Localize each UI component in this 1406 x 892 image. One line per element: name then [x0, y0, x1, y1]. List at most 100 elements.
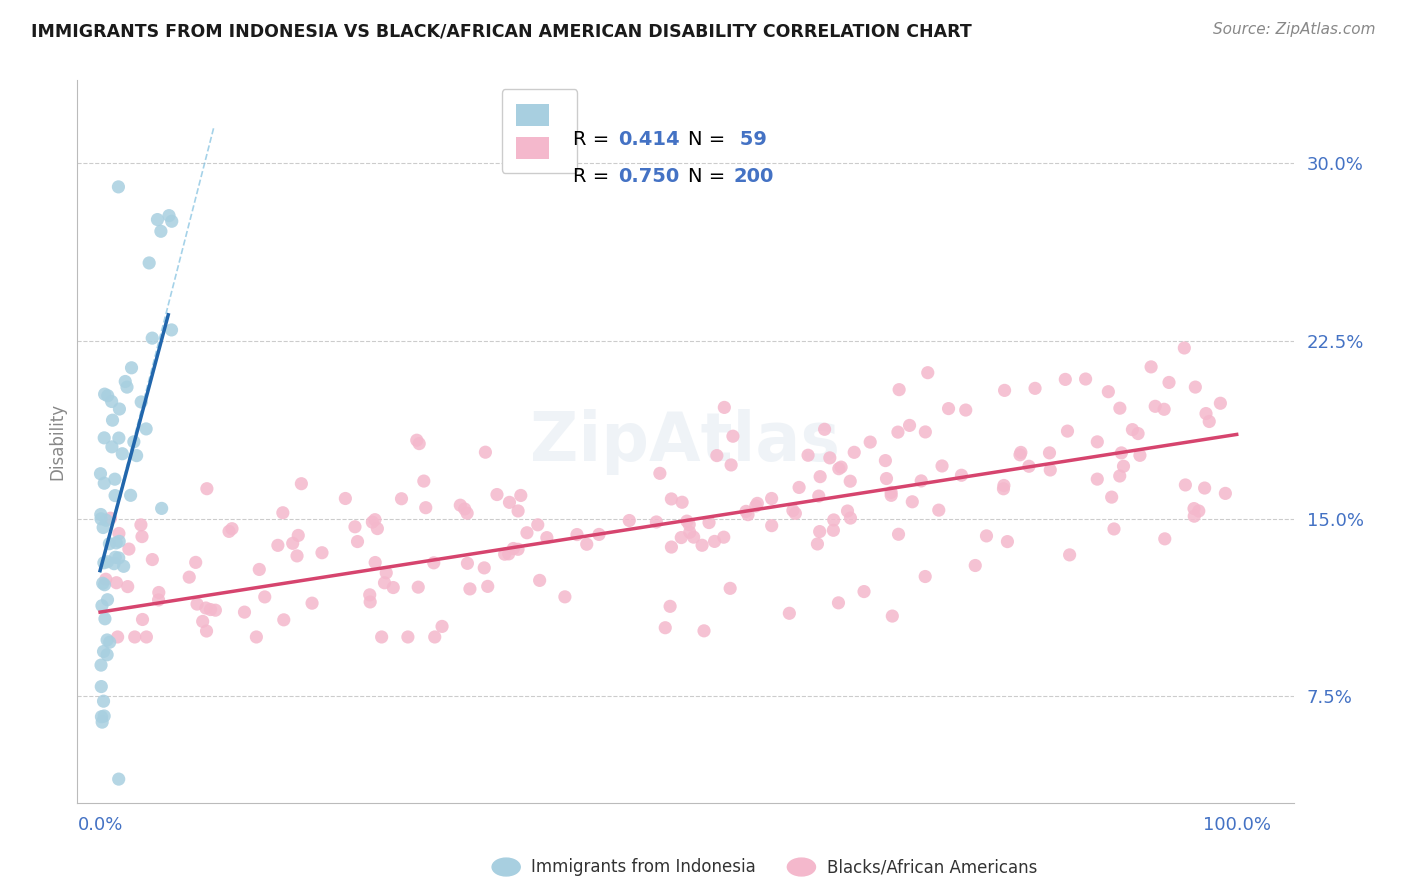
Point: [875, 453, 897, 467]
Point: [97, 389, 120, 403]
Point: [1126, 426, 1149, 441]
Point: [91, 599, 114, 613]
Point: [813, 422, 835, 436]
Point: [1182, 501, 1205, 516]
Point: [195, 624, 218, 638]
Point: [713, 530, 735, 544]
Point: [93, 476, 115, 491]
Point: [474, 445, 496, 459]
Point: [807, 489, 830, 503]
Point: [477, 579, 499, 593]
Point: [839, 474, 862, 488]
Point: [1024, 381, 1046, 395]
Point: [1038, 446, 1060, 460]
Point: [108, 402, 131, 417]
Point: [101, 440, 124, 454]
Point: [364, 556, 387, 570]
Point: [430, 619, 453, 633]
Point: [679, 525, 702, 540]
Point: [160, 323, 183, 337]
Point: [91, 576, 114, 591]
Point: [1111, 446, 1133, 460]
Point: [120, 488, 142, 502]
Point: [914, 569, 936, 583]
Point: [494, 547, 516, 561]
Point: [375, 566, 398, 580]
Point: [1144, 400, 1167, 414]
Point: [993, 384, 1015, 398]
Y-axis label: Disability: Disability: [48, 403, 66, 480]
Point: [301, 596, 323, 610]
Point: [588, 527, 610, 541]
Point: [931, 458, 953, 473]
Point: [737, 508, 759, 522]
Point: [118, 542, 141, 557]
Point: [200, 602, 222, 616]
Text: 0.750: 0.750: [619, 167, 679, 186]
Point: [697, 516, 720, 530]
Point: [837, 504, 859, 518]
Point: [271, 506, 294, 520]
Point: [93, 387, 115, 401]
Point: [287, 528, 309, 542]
Point: [114, 375, 136, 389]
Legend: , : ,: [502, 89, 578, 173]
Point: [853, 584, 876, 599]
Point: [671, 531, 693, 545]
Point: [125, 449, 148, 463]
Point: [827, 596, 849, 610]
Point: [423, 630, 446, 644]
Text: 200: 200: [734, 167, 773, 186]
Point: [661, 491, 683, 506]
Point: [359, 588, 381, 602]
Point: [898, 418, 921, 433]
Point: [713, 401, 735, 415]
Point: [1108, 469, 1130, 483]
Point: [373, 575, 395, 590]
Point: [194, 601, 217, 615]
Point: [654, 621, 676, 635]
Point: [391, 491, 413, 506]
Point: [938, 401, 960, 416]
Point: [107, 550, 129, 565]
Point: [343, 520, 366, 534]
Point: [1074, 372, 1097, 386]
Point: [93, 709, 115, 723]
Point: [218, 524, 240, 539]
Point: [449, 498, 471, 512]
Point: [247, 562, 270, 576]
Point: [346, 534, 368, 549]
Point: [823, 513, 845, 527]
Point: [453, 502, 475, 516]
Text: Source: ZipAtlas.com: Source: ZipAtlas.com: [1212, 22, 1375, 37]
Text: Blacks/African Americans: Blacks/African Americans: [827, 858, 1038, 876]
Point: [107, 772, 129, 786]
Point: [645, 515, 668, 529]
Point: [1121, 423, 1143, 437]
Point: [415, 500, 437, 515]
Point: [115, 380, 138, 394]
Point: [787, 480, 810, 494]
Point: [648, 467, 671, 481]
Text: Immigrants from Indonesia: Immigrants from Indonesia: [531, 858, 756, 876]
Point: [1153, 402, 1175, 417]
Text: IMMIGRANTS FROM INDONESIA VS BLACK/AFRICAN AMERICAN DISABILITY CORRELATION CHART: IMMIGRANTS FROM INDONESIA VS BLACK/AFRIC…: [31, 22, 972, 40]
Point: [506, 504, 529, 518]
Point: [96, 555, 118, 569]
Point: [135, 630, 157, 644]
Point: [91, 520, 114, 534]
Point: [91, 715, 114, 730]
Point: [830, 460, 852, 475]
Point: [917, 366, 939, 380]
Point: [882, 609, 904, 624]
Point: [104, 472, 127, 486]
Point: [359, 595, 381, 609]
Point: [965, 558, 987, 573]
Point: [745, 499, 768, 513]
Point: [111, 447, 134, 461]
Point: [335, 491, 357, 506]
Point: [565, 527, 588, 541]
Point: [108, 526, 131, 541]
Point: [1112, 459, 1135, 474]
Point: [808, 524, 831, 539]
